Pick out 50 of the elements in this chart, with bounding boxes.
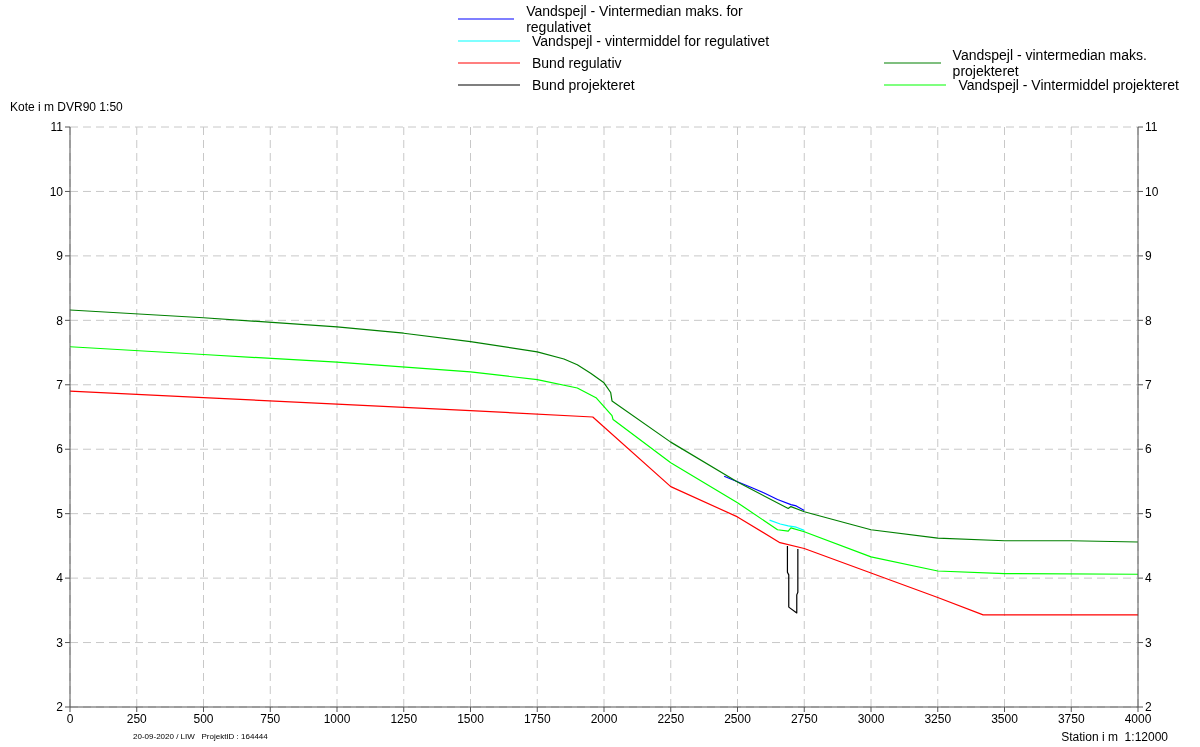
y2-tick-label: 11 (1145, 120, 1158, 135)
y-tick-label: 3 (56, 635, 64, 650)
x-tick-label: 1750 (523, 711, 551, 726)
y-tick-label: 10 (49, 184, 64, 199)
legend-label: Bund regulativ (532, 55, 622, 71)
x-tick-label: 3000 (857, 711, 885, 726)
y2-tick-label: 5 (1145, 506, 1152, 521)
legend-label: Vandspejl - Vintermiddel projekteret (958, 77, 1179, 93)
y-tick-label: 9 (56, 249, 64, 264)
line-series (786, 545, 799, 614)
line-series (723, 475, 805, 512)
legend-label: Vandspejl - Vintermedian maks. for regulativet (526, 3, 743, 35)
legend-label: Vandspejl - vintermiddel for regulativet (532, 33, 770, 49)
y2-tick-label: 6 (1145, 442, 1152, 457)
x-tick-label: 2500 (724, 711, 752, 726)
legend-label: Bund projekteret (532, 77, 635, 93)
x-tick-label: 3250 (924, 711, 952, 726)
y-tick-label: 7 (56, 378, 64, 393)
line-series (70, 346, 1138, 575)
y-tick-label: 8 (56, 313, 64, 328)
line-series (70, 309, 1138, 543)
y-tick-label: 5 (56, 506, 64, 521)
x-tick-label: 1250 (390, 711, 418, 726)
x-tick-label: 750 (260, 711, 281, 726)
x-tick-label: 3500 (991, 711, 1019, 726)
x-tick-label: 2750 (790, 711, 818, 726)
y2-tick-label: 3 (1145, 635, 1152, 650)
x-tick-label: 2000 (590, 711, 618, 726)
x-tick-label: 0 (66, 711, 74, 726)
x-tick-label: 1000 (323, 711, 351, 726)
x-tick-label: 250 (126, 711, 148, 726)
x-axis-title: Station i m 1:12000 (1061, 730, 1168, 744)
y-tick-label: 4 (56, 571, 64, 586)
line-series (70, 390, 1138, 616)
line-series (768, 519, 805, 532)
y-axis-title: Kote i m DVR90 1:50 (10, 100, 123, 114)
y2-tick-label: 9 (1145, 249, 1152, 264)
y-tick-label: 2 (56, 700, 64, 715)
x-tick-label: 2250 (657, 711, 685, 726)
y2-tick-label: 8 (1145, 313, 1152, 328)
y2-tick-label: 4 (1145, 571, 1152, 586)
x-tick-label: 3750 (1057, 711, 1085, 726)
x-tick-label: 1500 (457, 711, 485, 726)
legend-label: Vandspejl - vintermedian maks. projekteret (952, 47, 1147, 79)
y-tick-label: 11 (50, 120, 64, 135)
y-tick-label: 6 (56, 442, 64, 457)
text: 20-09-2020 / LIW ProjektID : 164444 (133, 732, 268, 741)
y2-tick-label: 7 (1145, 378, 1152, 393)
y2-tick-label: 10 (1145, 184, 1159, 199)
x-tick-label: 500 (193, 711, 214, 726)
